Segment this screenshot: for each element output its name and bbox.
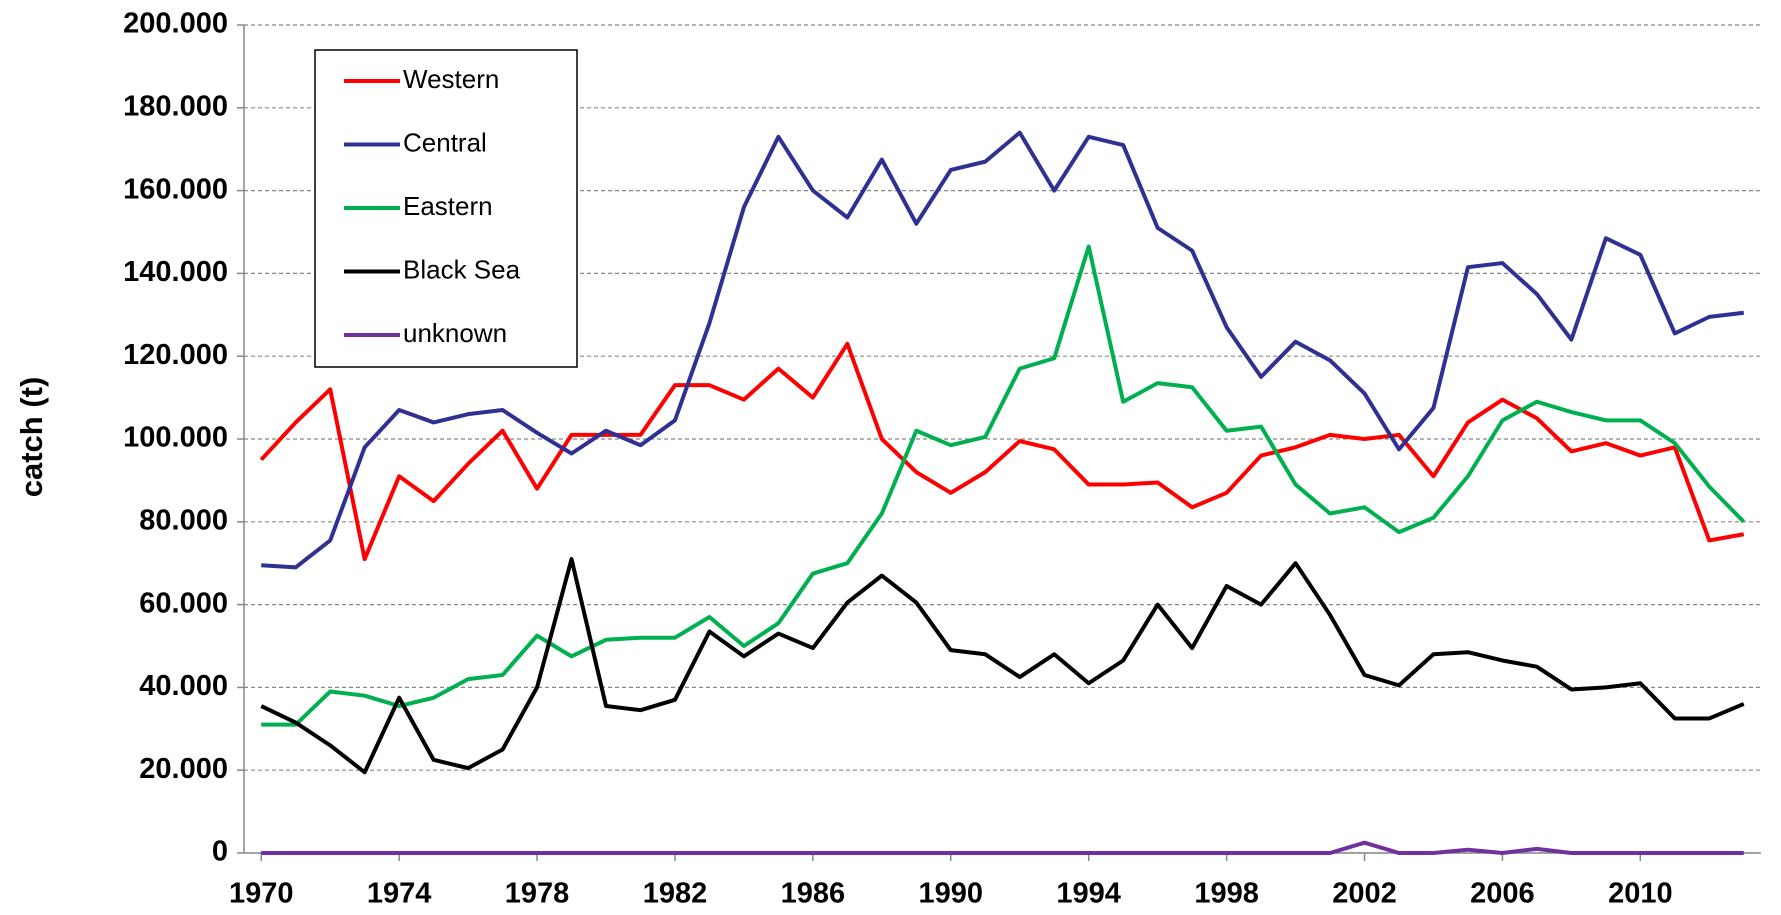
x-tick-label: 2002 bbox=[1332, 878, 1397, 910]
x-tick-label: 1978 bbox=[505, 878, 570, 910]
series-line bbox=[260, 557, 1745, 775]
y-axis-label: catch (t) bbox=[14, 377, 49, 498]
y-tick-label: 20.000 bbox=[139, 753, 228, 785]
series-line bbox=[261, 130, 1744, 570]
x-tick-label: 1994 bbox=[1056, 878, 1121, 910]
y-tick-label: 200.000 bbox=[123, 8, 228, 40]
x-tick-label: 1990 bbox=[919, 878, 984, 910]
legend-label: Black Sea bbox=[403, 254, 521, 284]
x-tick-label: 1986 bbox=[781, 878, 846, 910]
legend-label: Central bbox=[403, 127, 487, 157]
series-line bbox=[259, 341, 1745, 562]
x-tick-label: 2006 bbox=[1470, 878, 1535, 910]
y-tick-label: 80.000 bbox=[139, 504, 228, 536]
x-tick-label: 1998 bbox=[1194, 878, 1259, 910]
y-tick-label: 140.000 bbox=[123, 256, 228, 288]
y-tick-label: 120.000 bbox=[123, 339, 228, 371]
legend-label: unknown bbox=[403, 318, 507, 348]
x-tick-label: 1982 bbox=[643, 878, 708, 910]
series-line bbox=[261, 840, 1744, 855]
legend-label: Western bbox=[403, 64, 499, 94]
x-tick-label: 2010 bbox=[1608, 878, 1673, 910]
series-line bbox=[261, 244, 1746, 727]
y-tick-label: 180.000 bbox=[123, 90, 228, 122]
y-tick-label: 60.000 bbox=[139, 587, 228, 619]
x-tick-label: 1974 bbox=[367, 878, 432, 910]
legend-label: Eastern bbox=[403, 191, 493, 221]
y-tick-label: 100.000 bbox=[123, 422, 228, 454]
y-tick-label: 0 bbox=[212, 836, 228, 868]
y-tick-label: 40.000 bbox=[139, 670, 228, 702]
x-tick-label: 1970 bbox=[229, 878, 294, 910]
y-tick-label: 160.000 bbox=[123, 173, 228, 205]
